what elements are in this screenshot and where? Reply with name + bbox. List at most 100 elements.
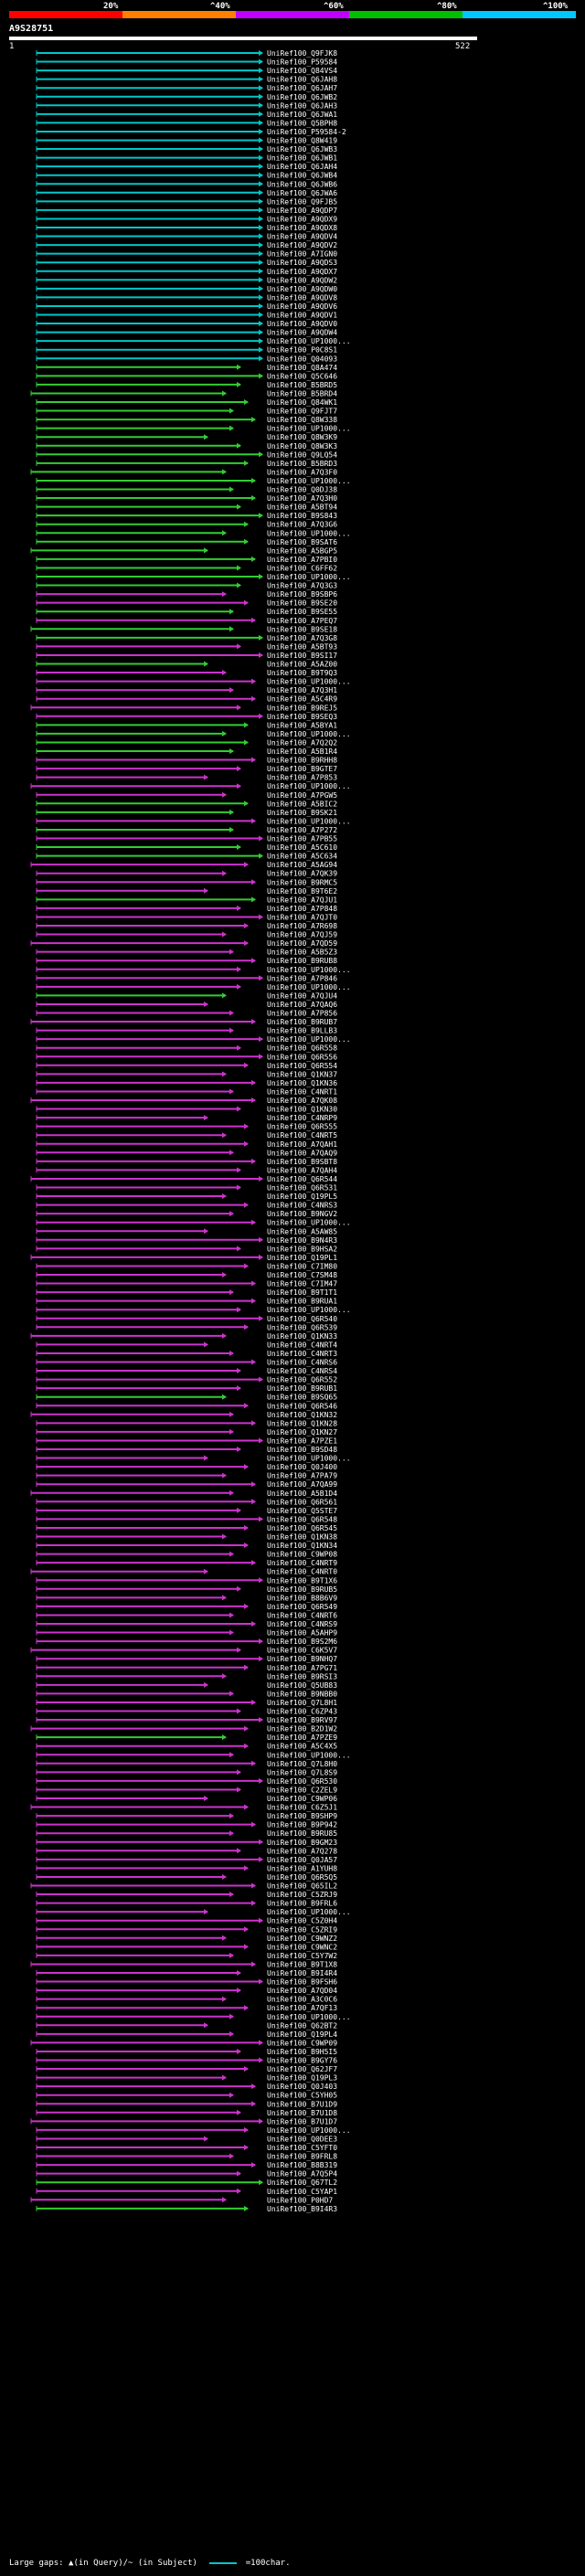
hit-row[interactable]: UniRef100_B8B6V9 (36, 1594, 337, 1602)
hit-row[interactable]: UniRef100_Q1KN38 (36, 1533, 337, 1542)
hit-label[interactable]: UniRef100_B9SHP9 (267, 1812, 337, 1820)
hit-label[interactable]: UniRef100_B9S2M6 (267, 1638, 337, 1646)
hit-label[interactable]: UniRef100_B9RUB7 (267, 1018, 337, 1026)
hit-row[interactable]: UniRef100_UP1000... (36, 1306, 351, 1314)
hit-label[interactable]: UniRef100_Q6R555 (267, 1123, 337, 1131)
hit-row[interactable]: UniRef100_A5C634 (36, 853, 337, 861)
hit-row[interactable]: UniRef100_B9SK21 (36, 809, 337, 817)
hit-row[interactable]: UniRef100_B9RUB5 (36, 1585, 337, 1594)
hit-row[interactable]: UniRef100_B5BRD3 (36, 460, 337, 468)
hit-label[interactable]: UniRef100_Q6R539 (267, 1323, 337, 1331)
hit-label[interactable]: UniRef100_B9HSA2 (267, 1245, 337, 1253)
hit-label[interactable]: UniRef100_Q9FJT7 (267, 408, 337, 416)
hit-row[interactable]: UniRef100_B9T6E2 (36, 887, 337, 896)
hit-label[interactable]: UniRef100_Q7L8H1 (267, 1699, 337, 1707)
hit-row[interactable]: UniRef100_C7IM80 (36, 1262, 337, 1270)
hit-row[interactable]: UniRef100_Q6JWB2 (36, 93, 337, 101)
hit-row[interactable]: UniRef100_A7PG71 (36, 1664, 337, 1672)
hit-row[interactable]: UniRef100_C4NRT3 (36, 1350, 337, 1358)
hit-row[interactable]: UniRef100_B9SHP9 (36, 1812, 337, 1820)
hit-label[interactable]: UniRef100_B9RUA1 (267, 1298, 337, 1306)
hit-row[interactable]: UniRef100_UP1000... (36, 730, 351, 738)
hit-label[interactable]: UniRef100_Q6JWB3 (267, 145, 337, 154)
hit-row[interactable]: UniRef100_A7QA99 (36, 1480, 337, 1489)
hit-row[interactable]: UniRef100_Q6JWB4 (36, 172, 337, 180)
hit-label[interactable]: UniRef100_A5AHP9 (267, 1629, 337, 1638)
hit-row[interactable]: UniRef100_UP1000... (36, 337, 351, 345)
hit-label[interactable]: UniRef100_A7QAH4 (267, 1166, 337, 1174)
hit-row[interactable]: UniRef100_Q8W3K3 (36, 442, 337, 451)
hit-row[interactable]: UniRef100_A5AZ00 (36, 661, 337, 669)
hit-label[interactable]: UniRef100_Q0JA57 (267, 1856, 337, 1864)
hit-row[interactable]: UniRef100_Q62JF7 (36, 2065, 337, 2073)
hit-row[interactable]: UniRef100_A7QAQ6 (36, 1001, 337, 1009)
hit-label[interactable]: UniRef100_A7Q2Q2 (267, 738, 337, 747)
hit-label[interactable]: UniRef100_Q1KN28 (267, 1419, 337, 1427)
hit-row[interactable]: UniRef100_A3C0C6 (36, 1996, 337, 2004)
hit-row[interactable]: UniRef100_Q6R549 (36, 1603, 337, 1611)
hit-label[interactable]: UniRef100_Q19PL3 (267, 2074, 337, 2083)
hit-label[interactable]: UniRef100_A5BT94 (267, 504, 337, 512)
hit-label[interactable]: UniRef100_Q6JWB2 (267, 93, 337, 101)
hit-label[interactable]: UniRef100_C4NRT1 (267, 1087, 337, 1096)
hit-row[interactable]: UniRef100_A7PZE1 (36, 1436, 337, 1445)
hit-row[interactable]: UniRef100_A7Q3H1 (36, 686, 337, 694)
hit-label[interactable]: UniRef100_UP1000... (267, 337, 351, 345)
hit-label[interactable]: UniRef100_Q0DEE3 (267, 2135, 337, 2143)
hit-label[interactable]: UniRef100_A9QDV6 (267, 302, 337, 311)
hit-row[interactable]: UniRef100_Q6R539 (36, 1323, 337, 1331)
hit-row[interactable]: UniRef100_Q62BT2 (36, 2021, 337, 2030)
hit-label[interactable]: UniRef100_B9SEQ3 (267, 713, 337, 721)
hit-row[interactable]: UniRef100_C5ZRI9 (36, 1925, 337, 1934)
hit-label[interactable]: UniRef100_UP1000... (267, 983, 351, 991)
hit-row[interactable]: UniRef100_B9S843 (36, 512, 337, 520)
hit-row[interactable]: UniRef100_B9GTE7 (36, 765, 337, 773)
hit-row[interactable]: UniRef100_Q0J400 (36, 1463, 337, 1471)
hit-label[interactable]: UniRef100_P59584-2 (267, 128, 346, 136)
hit-label[interactable]: UniRef100_Q6R561 (267, 1498, 337, 1506)
hit-label[interactable]: UniRef100_B9RUB5 (267, 1585, 337, 1594)
hit-label[interactable]: UniRef100_A5BT93 (267, 642, 337, 651)
hit-label[interactable]: UniRef100_Q6R5Q5 (267, 1873, 337, 1882)
hit-row[interactable]: UniRef100_P0C8S1 (36, 346, 337, 355)
hit-label[interactable]: UniRef100_C4NRS9 (267, 1620, 337, 1628)
hit-row[interactable]: UniRef100_Q6JWB3 (36, 145, 337, 154)
hit-row[interactable]: UniRef100_A5BYA1 (36, 721, 337, 729)
hit-row[interactable]: UniRef100_A5C4X5 (36, 1743, 337, 1751)
hit-label[interactable]: UniRef100_C7IM47 (267, 1280, 337, 1288)
hit-row[interactable]: UniRef100_B9NHQ7 (36, 1655, 337, 1663)
hit-row[interactable]: UniRef100_Q6R548 (36, 1515, 337, 1523)
hit-label[interactable]: UniRef100_Q5STE7 (267, 1507, 337, 1515)
hit-row[interactable]: UniRef100_B9SE20 (36, 599, 337, 608)
hit-row[interactable]: UniRef100_B9H5I5 (36, 2048, 337, 2056)
hit-label[interactable]: UniRef100_B9SQ65 (267, 1394, 337, 1402)
hit-row[interactable]: UniRef100_C4NRS3 (36, 1202, 337, 1210)
hit-label[interactable]: UniRef100_Q1KN27 (267, 1428, 337, 1436)
hit-row[interactable]: UniRef100_B9SEQ3 (36, 713, 337, 721)
hit-row[interactable]: UniRef100_A7QAH4 (36, 1166, 337, 1174)
hit-label[interactable]: UniRef100_C5YH05 (267, 2092, 337, 2100)
hit-row[interactable]: UniRef100_B9RU85 (36, 1829, 337, 1838)
hit-row[interactable]: UniRef100_UP1000... (36, 573, 351, 581)
hit-row[interactable]: UniRef100_A7PBI0 (36, 556, 337, 564)
hit-label[interactable]: UniRef100_Q5BPH8 (267, 119, 337, 127)
hit-row[interactable]: UniRef100_Q1KN37 (36, 1070, 337, 1078)
hit-row[interactable]: UniRef100_Q1KN27 (36, 1428, 337, 1436)
hit-label[interactable]: UniRef100_A9QDX9 (267, 215, 337, 223)
hit-label[interactable]: UniRef100_A7QJ59 (267, 931, 337, 939)
hit-row[interactable]: UniRef100_C4NRP9 (36, 1114, 337, 1122)
hit-row[interactable]: UniRef100_Q6R545 (36, 1524, 337, 1532)
hit-row[interactable]: UniRef100_C9WP09 (30, 2039, 337, 2047)
hit-label[interactable]: UniRef100_C6FF62 (267, 564, 337, 572)
hit-row[interactable]: UniRef100_A7P846 (36, 974, 337, 982)
hit-row[interactable]: UniRef100_Q6JWB6 (36, 180, 337, 188)
hit-row[interactable]: UniRef100_P59584 (36, 58, 337, 67)
hit-label[interactable]: UniRef100_A7R698 (267, 922, 337, 930)
hit-row[interactable]: UniRef100_A5AW85 (36, 1227, 337, 1235)
hit-label[interactable]: UniRef100_B9FRL8 (267, 2153, 337, 2161)
hit-label[interactable]: UniRef100_B9RV97 (267, 1716, 337, 1724)
hit-row[interactable]: UniRef100_Q8A474 (36, 364, 337, 372)
hit-label[interactable]: UniRef100_UP1000... (267, 1035, 351, 1044)
hit-label[interactable]: UniRef100_Q04093 (267, 355, 337, 363)
hit-label[interactable]: UniRef100_C9WNZ2 (267, 1935, 337, 1943)
